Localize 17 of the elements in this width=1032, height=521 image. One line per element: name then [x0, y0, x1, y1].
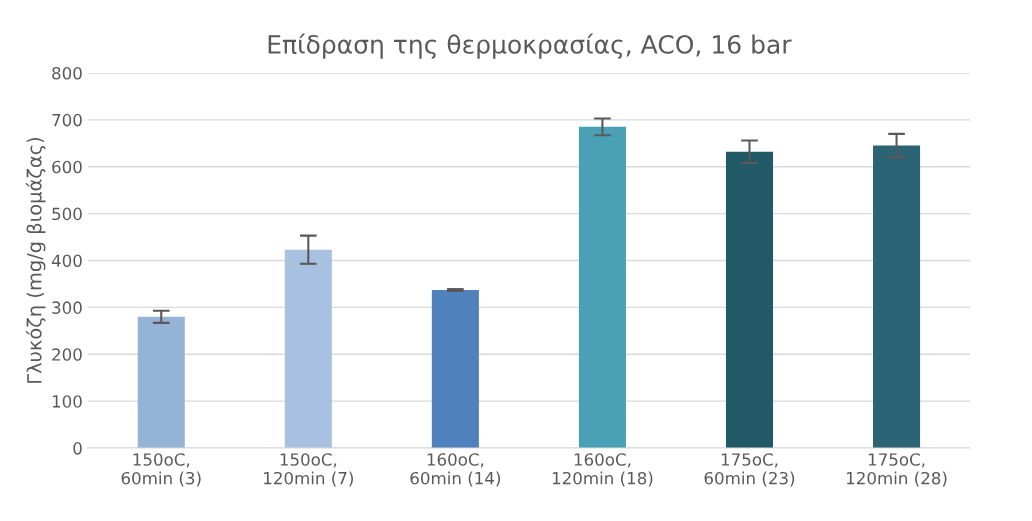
y-axis-title: Γλυκόζη (mg/g βιομάζας)	[25, 137, 46, 383]
y-tick-label: 800	[52, 66, 82, 80]
y-tick-label: 500	[52, 207, 82, 221]
y-tick-label: 100	[52, 395, 82, 408]
y-tick-label: 0	[73, 442, 82, 455]
x-tick-label: 150oC, 60min (3)	[121, 453, 201, 487]
x-tick-label: 150oC, 120min (7)	[264, 453, 353, 487]
y-tick-label: 200	[52, 348, 82, 361]
x-tick-label: 175oC, 60min (23)	[704, 453, 795, 487]
x-tick-label: 160oC, 120min (18)	[552, 453, 653, 487]
y-tick-label: 700	[52, 113, 82, 127]
y-tick-label: 300	[52, 301, 82, 314]
y-tick-label: 400	[51, 254, 82, 268]
x-tick-label: 160oC, 60min (14)	[410, 453, 501, 487]
chart-title: Επίδραση της θερμοκρασίας, ACO, 16 bar	[268, 33, 792, 59]
y-tick-label: 600	[52, 160, 82, 174]
x-tick-label: 175oC, 120min (28)	[847, 453, 947, 487]
